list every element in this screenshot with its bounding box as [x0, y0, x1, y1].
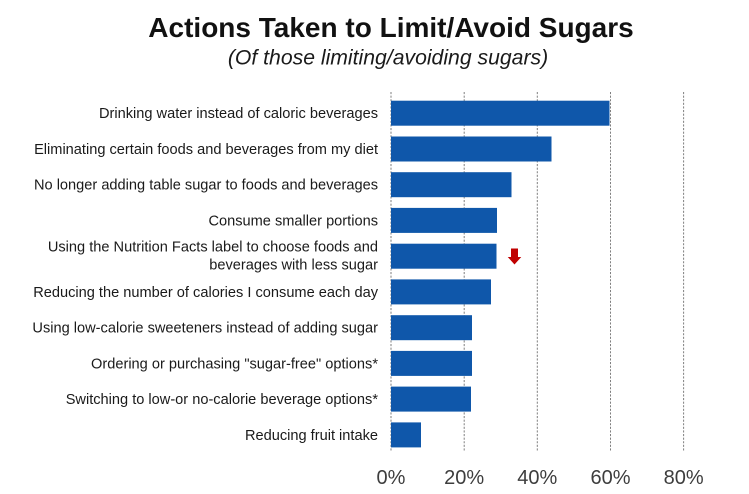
svg-text:Using low-calorie sweeteners i: Using low-calorie sweeteners instead of …: [32, 321, 378, 337]
svg-text:Consume smaller portions: Consume smaller portions: [208, 213, 378, 229]
svg-text:No longer adding table sugar t: No longer adding table sugar to foods an…: [34, 178, 378, 194]
svg-text:40%: 40%: [517, 467, 557, 489]
svg-text:Ordering or purchasing "sugar-: Ordering or purchasing "sugar-free" opti…: [91, 356, 378, 372]
svg-text:Actions Taken to Limit/Avoid S: Actions Taken to Limit/Avoid Sugars: [148, 12, 633, 43]
svg-text:beverages with less sugar: beverages with less sugar: [209, 258, 378, 274]
svg-text:20%: 20%: [444, 467, 484, 489]
svg-text:Reducing fruit intake: Reducing fruit intake: [245, 428, 378, 444]
svg-text:Using the Nutrition Facts labe: Using the Nutrition Facts label to choos…: [48, 239, 378, 255]
svg-text:60%: 60%: [590, 467, 630, 489]
svg-text:Reducing the number of calorie: Reducing the number of calories I consum…: [33, 285, 378, 301]
svg-text:Drinking water instead of calo: Drinking water instead of caloric bevera…: [99, 106, 378, 122]
svg-text:Switching to low-or no-calorie: Switching to low-or no-calorie beverage …: [66, 392, 379, 408]
svg-text:(Of those limiting/avoiding su: (Of those limiting/avoiding sugars): [228, 47, 548, 70]
svg-text:Eliminating certain foods and: Eliminating certain foods and beverages …: [34, 142, 378, 158]
svg-text:80%: 80%: [664, 467, 704, 489]
svg-text:0%: 0%: [377, 467, 406, 489]
